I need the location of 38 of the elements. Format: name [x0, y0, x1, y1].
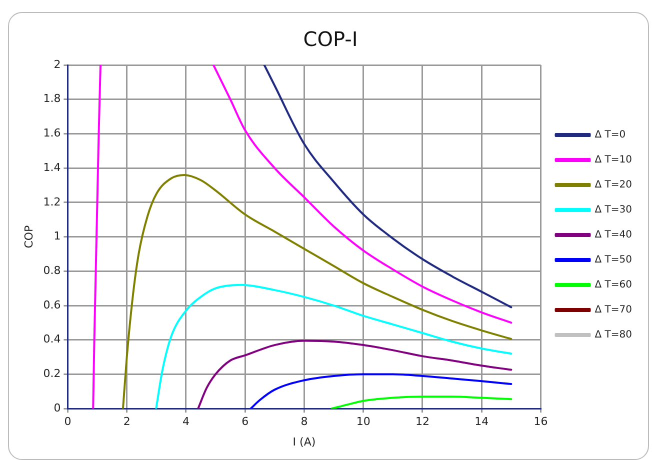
legend-label: Δ T=20 — [594, 180, 632, 191]
y-tick-label: 1.8 — [43, 92, 61, 106]
y-axis-title: COP — [22, 224, 36, 248]
x-tick-label: 10 — [356, 415, 370, 428]
x-tick-label: 16 — [534, 415, 548, 428]
y-tick-label: 0.8 — [43, 264, 61, 278]
y-tick-label: 0 — [54, 401, 61, 414]
x-tick-label: 4 — [182, 415, 190, 428]
x-tick-label: 8 — [300, 415, 308, 428]
x-tick-label: 0 — [64, 415, 72, 428]
y-tick-label: 0.2 — [43, 367, 61, 380]
x-tick-label: 6 — [242, 415, 249, 428]
y-tick-label: 0.4 — [43, 332, 61, 346]
x-tick-label: 14 — [474, 415, 489, 428]
legend-label: Δ T=60 — [594, 280, 632, 291]
legend-label: Δ T=10 — [594, 154, 632, 166]
y-tick-label: 1 — [54, 230, 61, 243]
y-tick-label: 0.6 — [43, 298, 61, 312]
legend-label: Δ T=80 — [594, 330, 632, 341]
legend-label: Δ T=70 — [594, 304, 632, 316]
line-series — [197, 340, 512, 409]
x-tick-label: 12 — [416, 415, 430, 428]
line-series — [122, 174, 512, 409]
legend-label: Δ T=0 — [594, 130, 626, 141]
legend-label: Δ T=30 — [594, 204, 632, 216]
line-series — [250, 373, 512, 409]
y-tick-label: 1.2 — [43, 195, 61, 208]
x-axis-title: I (A) — [292, 435, 316, 448]
y-tick-label: 1.4 — [43, 160, 61, 174]
legend-label: Δ T=40 — [594, 230, 632, 241]
line-series — [263, 65, 512, 308]
y-tick-label: 2 — [54, 58, 61, 71]
line-series — [155, 284, 512, 409]
chart-title: COP-I — [303, 27, 358, 52]
line-series — [330, 396, 512, 409]
y-tick-label: 1.6 — [43, 126, 61, 140]
x-tick-label: 2 — [123, 415, 130, 428]
legend-label: Δ T=50 — [594, 254, 632, 266]
